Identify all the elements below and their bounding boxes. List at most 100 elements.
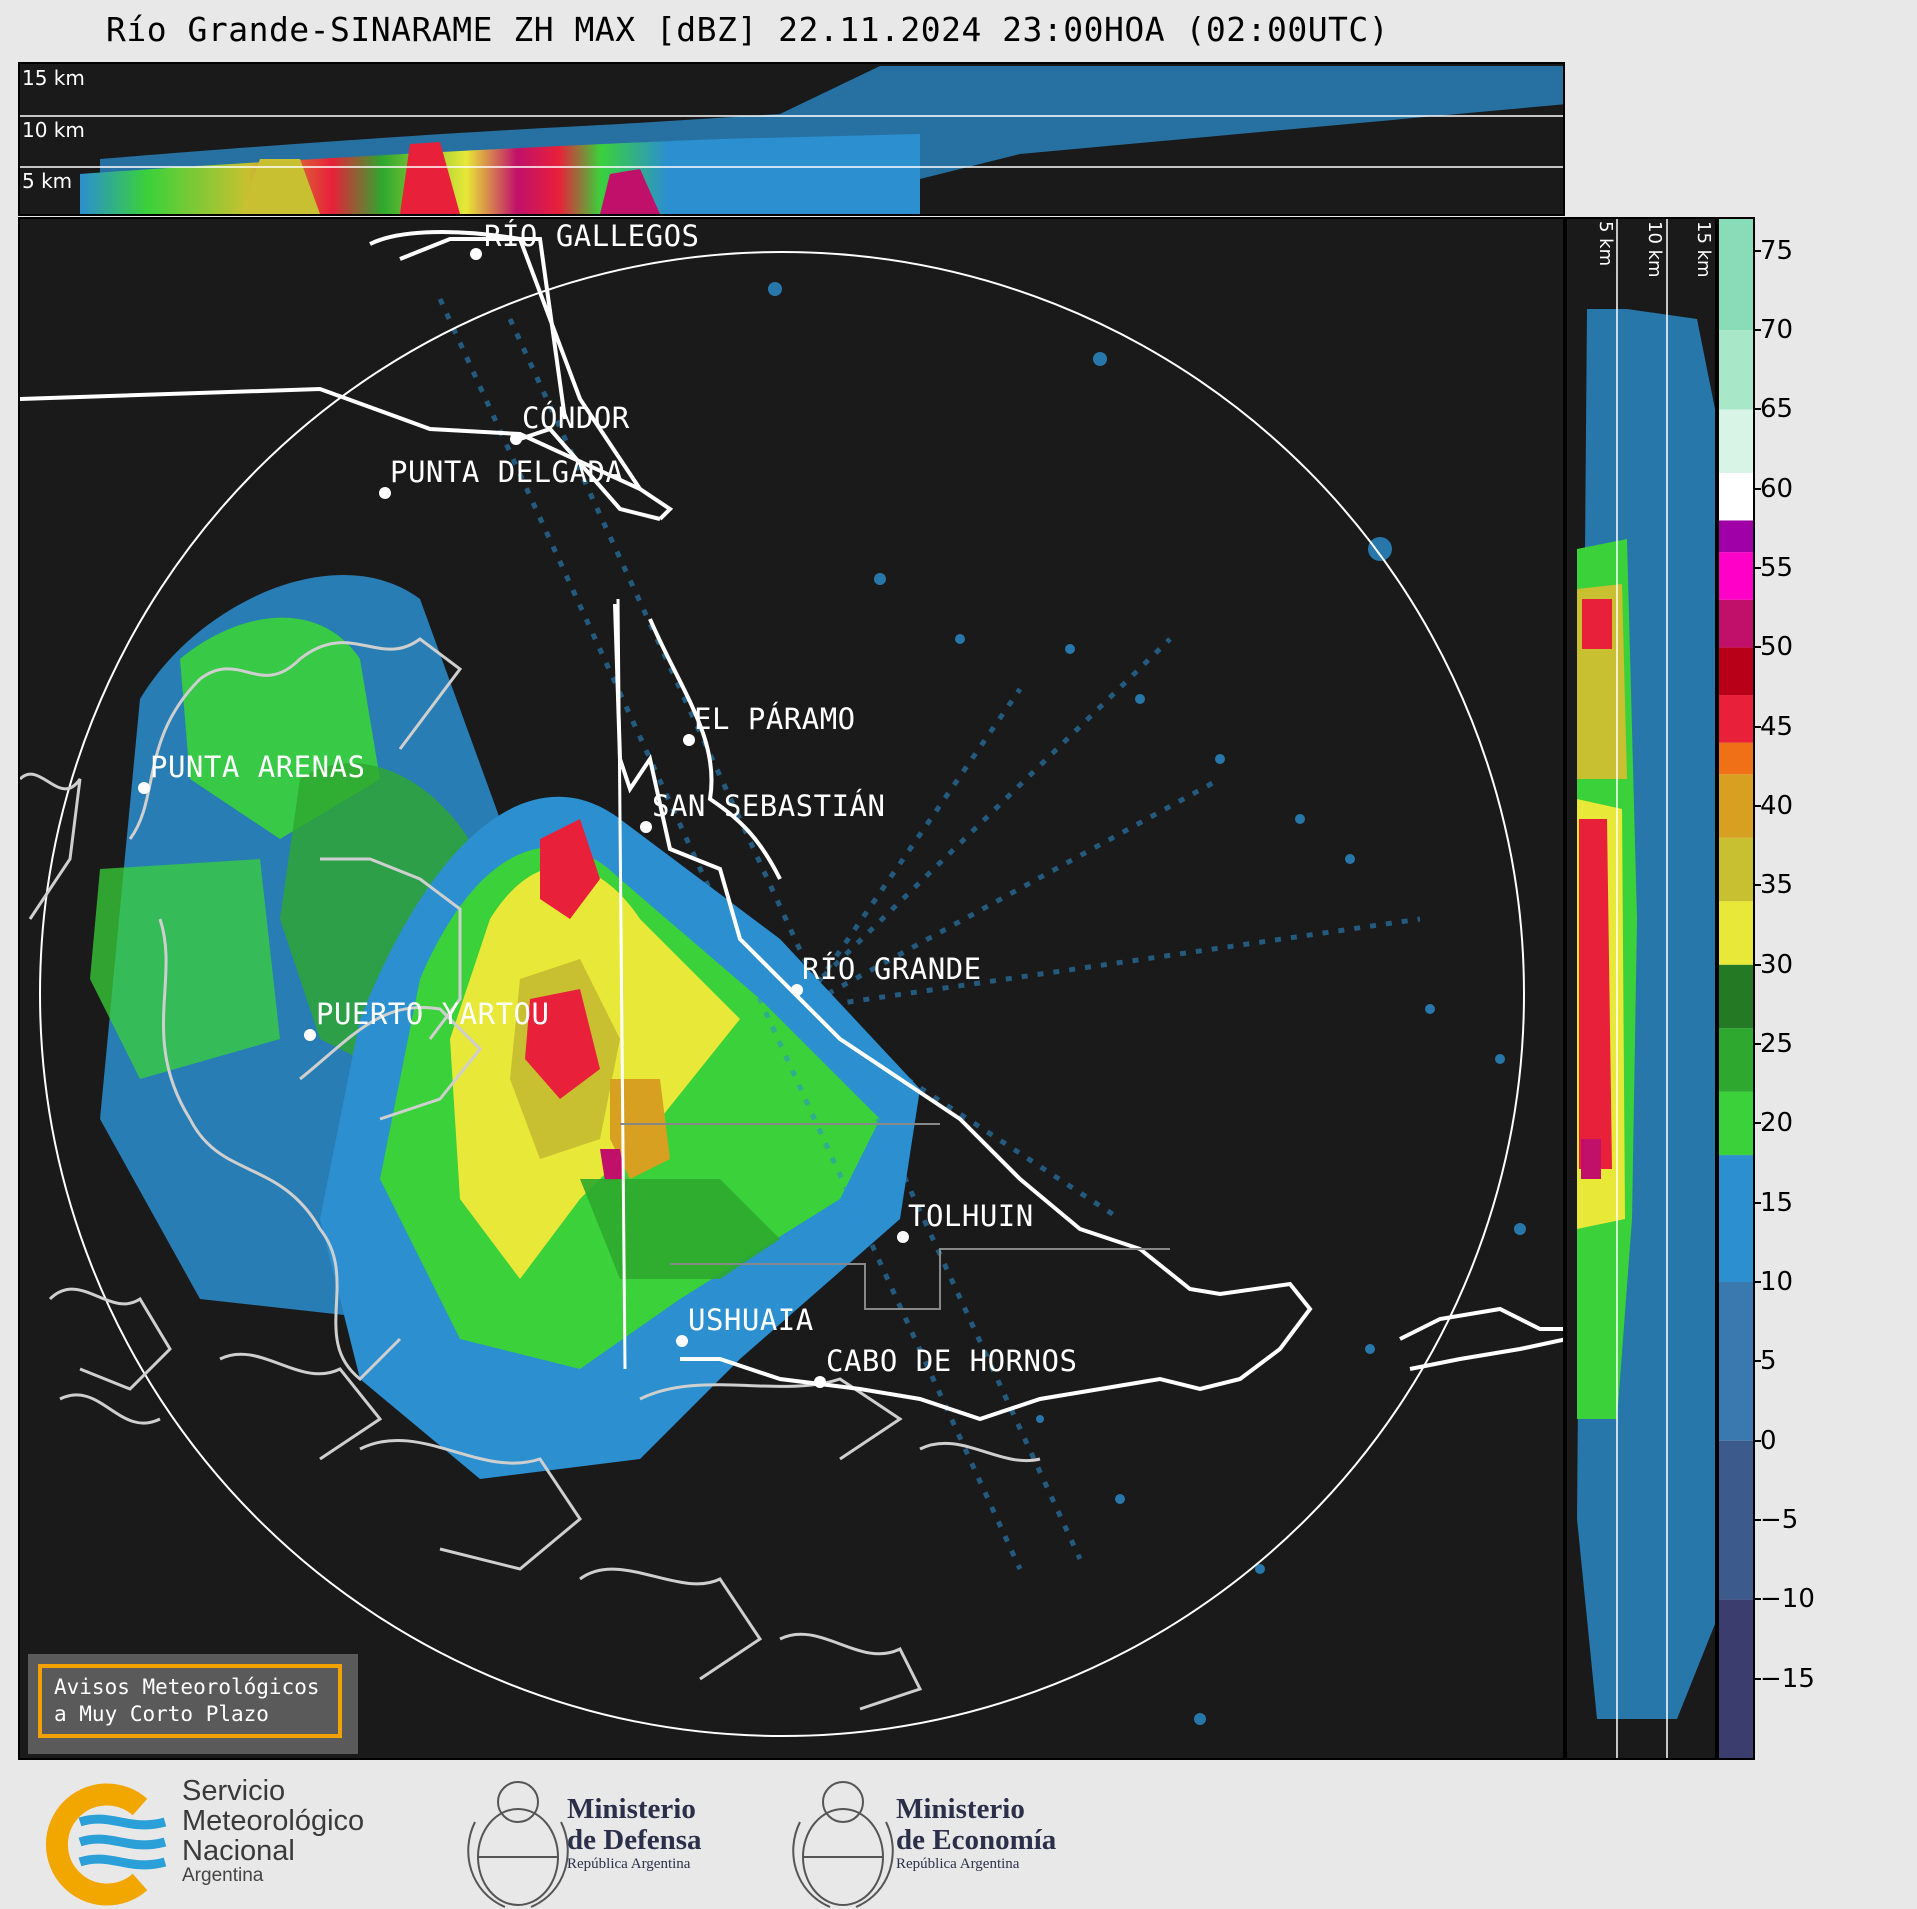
- colorbar-tick-mark: [1755, 249, 1761, 252]
- city-label-tolhuin: TOLHUIN: [908, 1199, 1034, 1233]
- city-label-punta-arenas: PUNTA ARENAS: [150, 750, 366, 784]
- colorbar-tick-label: 55: [1760, 553, 1794, 584]
- colorbar-tick-mark: [1755, 1043, 1761, 1046]
- colorbar-tick-mark: [1755, 1677, 1761, 1680]
- colorbar-band: [1719, 330, 1753, 410]
- alert-line-1: Avisos Meteorológicos: [54, 1675, 320, 1699]
- right-height-lines: [1616, 219, 1668, 1758]
- right-label-5km: 5 km: [1595, 221, 1616, 267]
- economia-coat-of-arms-icon: [792, 1781, 894, 1908]
- colorbar-tick-mark: [1755, 884, 1761, 887]
- colorbar-tick-label: −10: [1760, 1584, 1815, 1615]
- colorbar-tick-mark: [1755, 1201, 1761, 1204]
- city-label-condor: CÓNDOR: [522, 401, 630, 435]
- colorbar-tick-label: 0: [1760, 1425, 1777, 1456]
- top-height-lines: [20, 115, 1563, 168]
- colorbar-tick-mark: [1755, 646, 1761, 649]
- top-label-15km: 15 km: [22, 66, 85, 90]
- top-label-10km: 10 km: [22, 118, 85, 142]
- chart-title: Río Grande-SINARAME ZH MAX [dBZ] 22.11.2…: [106, 10, 1390, 49]
- radar-echoes: [90, 282, 1526, 1725]
- economia-logo-text: Ministerio de Economía República Argenti…: [896, 1793, 1057, 1873]
- colorbar-tick-label: 50: [1760, 632, 1794, 663]
- colorbar-band: [1719, 1028, 1753, 1092]
- smn-logo-text: Servicio Meteorológico Nacional Argentin…: [182, 1775, 365, 1886]
- city-label-rio-gallegos: RÍO GALLEGOS: [484, 219, 700, 253]
- city-label-punta-delgada: PUNTA DELGADA: [390, 455, 624, 489]
- city-label-puerto-yartou: PUERTO YARTOU: [316, 997, 550, 1031]
- colorbar-tick-mark: [1755, 1281, 1761, 1284]
- colorbar-tick-label: 15: [1760, 1187, 1794, 1218]
- radar-map-svg: [20, 230, 1563, 1737]
- colorbar-tick-mark: [1755, 1519, 1761, 1521]
- colorbar-tick-mark: [1755, 725, 1761, 728]
- city-label-rio-grande: RÍO GRANDE: [802, 952, 982, 986]
- colorbar-band: [1719, 694, 1753, 743]
- colorbar-band: [1719, 742, 1753, 775]
- smn-logo-icon: [46, 1783, 167, 1906]
- radar-map: RÍO GALLEGOS CÓNDOR PUNTA DELGADA EL PÁR…: [18, 217, 1565, 1760]
- colorbar-band: [1719, 552, 1753, 600]
- right-label-15km: 15 km: [1693, 221, 1714, 278]
- colorbar-tick-label: 65: [1760, 394, 1794, 425]
- borders: [20, 230, 1563, 1422]
- top-label-5km: 5 km: [22, 169, 73, 193]
- colorbar-tick-mark: [1755, 1122, 1761, 1125]
- colorbar-tick-label: 60: [1760, 473, 1794, 504]
- colorbar-band: [1719, 599, 1753, 648]
- colorbar-band: [1719, 219, 1753, 331]
- defensa-logo-text: Ministerio de Defensa República Argentin…: [567, 1793, 702, 1873]
- city-markers: [138, 248, 909, 1388]
- province-lines: [620, 1123, 1170, 1310]
- colorbar-band: [1719, 1440, 1753, 1600]
- colorbar-tick-label: 45: [1760, 711, 1794, 742]
- colorbar-tick-label: 30: [1760, 949, 1794, 980]
- colorbar-tick-mark: [1755, 963, 1761, 966]
- colorbar-tick-label: 40: [1760, 791, 1794, 822]
- range-ring: [39, 251, 1525, 1737]
- colorbar-band: [1719, 472, 1753, 521]
- colorbar-tick-label: −15: [1760, 1663, 1815, 1694]
- defensa-coat-of-arms-icon: [467, 1781, 569, 1908]
- city-label-cabo-de-hornos: CABO DE HORNOS: [826, 1344, 1078, 1378]
- colorbar-band: [1719, 1155, 1753, 1283]
- colorbar-tick-mark: [1755, 1360, 1761, 1363]
- colorbar-band: [1719, 1282, 1753, 1441]
- alert-line-2: a Muy Corto Plazo: [54, 1702, 269, 1726]
- coastlines: [20, 637, 1041, 1711]
- colorbar-tick-mark: [1755, 487, 1761, 490]
- right-cross-section: 5 km 10 km 15 km: [1565, 217, 1717, 1760]
- colorbar-band: [1719, 774, 1753, 838]
- colorbar-tick-label: 70: [1760, 315, 1794, 346]
- alert-box-inner: Avisos Meteorológicos a Muy Corto Plazo: [38, 1664, 342, 1738]
- colorbar-tick-mark: [1755, 567, 1761, 570]
- colorbar: [1717, 217, 1755, 1760]
- footer-graphics: [46, 1781, 894, 1908]
- colorbar-tick-mark: [1755, 408, 1761, 411]
- city-label-el-paramo: EL PÁRAMO: [694, 702, 856, 736]
- city-label-ushuaia: USHUAIA: [688, 1303, 814, 1337]
- colorbar-band: [1719, 964, 1753, 1029]
- colorbar-tick-label: 75: [1760, 235, 1794, 266]
- colorbar-tick-label: 20: [1760, 1108, 1794, 1139]
- colorbar-tick-label: −5: [1760, 1505, 1799, 1535]
- colorbar-band: [1719, 409, 1753, 473]
- colorbar-tick-label: 35: [1760, 870, 1794, 901]
- footer: Servicio Meteorológico Nacional Argentin…: [0, 1762, 1917, 1909]
- top-echo-profile: [20, 66, 1563, 214]
- city-label-san-sebastian: SAN SEBASTIÁN: [652, 789, 886, 823]
- alert-box: Avisos Meteorológicos a Muy Corto Plazo: [28, 1654, 358, 1754]
- right-echo-profile: [1577, 219, 1715, 1758]
- colorbar-band: [1719, 1599, 1753, 1758]
- top-cross-section: 15 km 10 km 5 km: [18, 62, 1565, 216]
- colorbar-band: [1719, 1091, 1753, 1156]
- right-label-10km: 10 km: [1644, 221, 1665, 278]
- colorbar-tick-label: 25: [1760, 1029, 1794, 1060]
- colorbar-tick-label: 10: [1760, 1267, 1794, 1298]
- colorbar-band: [1719, 837, 1753, 902]
- colorbar-band: [1719, 520, 1753, 553]
- colorbar-band: [1719, 647, 1753, 695]
- colorbar-tick-mark: [1755, 1598, 1761, 1601]
- colorbar-tick-mark: [1755, 329, 1761, 332]
- colorbar-tick-mark: [1755, 1439, 1761, 1442]
